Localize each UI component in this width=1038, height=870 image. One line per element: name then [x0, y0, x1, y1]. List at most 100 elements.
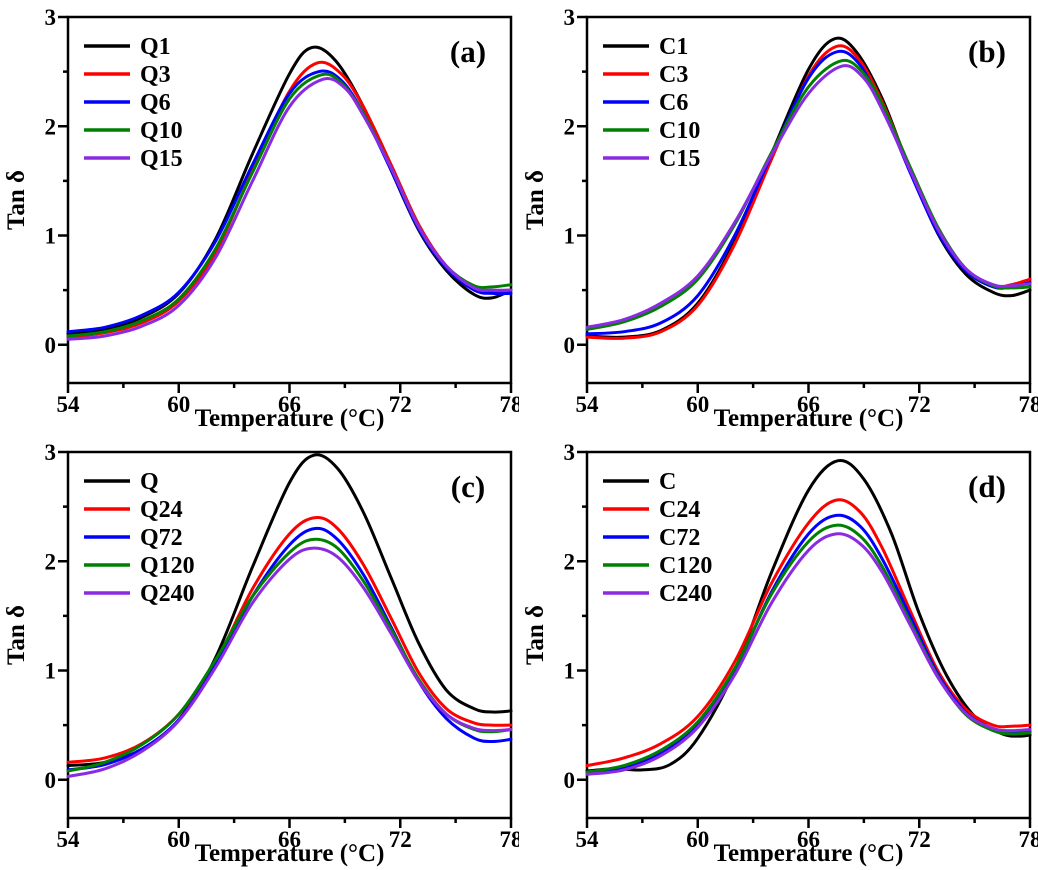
- y-tick-label: 2: [564, 114, 576, 139]
- series-C6-curve: [585, 49, 1032, 336]
- series-C1-curve: [585, 36, 1032, 339]
- legend-label: Q240: [140, 581, 195, 607]
- x-axis-title: Temperature (°C): [195, 405, 385, 432]
- series-C-curve: [585, 458, 1032, 773]
- x-tick-label: 78: [1019, 392, 1038, 417]
- plot-frame: [585, 450, 1032, 820]
- legend-item-Q3: Q3: [84, 62, 171, 88]
- x-tick-label: 54: [576, 827, 600, 852]
- legend-label: Q1: [140, 34, 171, 60]
- series-C10-curve: [585, 58, 1032, 331]
- legend-label: Q: [140, 469, 159, 495]
- series-C24-curve: [585, 498, 1032, 768]
- y-tick-label: 0: [45, 768, 57, 793]
- y-tick-label: 2: [45, 114, 57, 139]
- legend-label: C120: [659, 553, 712, 579]
- legend-item-C72: C72: [603, 525, 700, 551]
- y-axis-title: Tan δ: [3, 170, 30, 230]
- legend-label: C10: [659, 118, 700, 144]
- x-tick-label: 60: [686, 827, 709, 852]
- series-C240-curve: [585, 532, 1032, 776]
- y-tick-label: 3: [45, 5, 57, 30]
- x-axis-title: Temperature (°C): [714, 840, 904, 867]
- y-tick-label: 1: [564, 659, 576, 684]
- plot-frame: [66, 450, 513, 820]
- x-tick-label: 66: [278, 827, 301, 852]
- y-tick-label: 1: [45, 224, 57, 249]
- legend-label: Q24: [140, 497, 183, 523]
- x-tick-label: 72: [389, 392, 412, 417]
- x-tick-label: 78: [500, 392, 520, 417]
- legend-label: C72: [659, 525, 700, 551]
- legend-item-Q: Q: [84, 469, 159, 495]
- series-C72-curve: [585, 513, 1032, 775]
- x-tick-label: 66: [797, 392, 820, 417]
- legend-item-Q1: Q1: [84, 34, 171, 60]
- x-tick-label: 66: [797, 827, 820, 852]
- y-tick-label: 0: [564, 333, 576, 358]
- legend-label: C: [659, 469, 676, 495]
- legend-item-C240: C240: [603, 581, 712, 607]
- legend-label: Q3: [140, 62, 171, 88]
- y-tick-label: 3: [564, 440, 576, 465]
- y-tick-label: 2: [564, 549, 576, 574]
- legend-item-Q6: Q6: [84, 90, 171, 116]
- y-axis-title: Tan δ: [3, 605, 30, 665]
- legend-label: Q10: [140, 118, 183, 144]
- x-tick-label: 72: [908, 827, 931, 852]
- x-tick-label: 54: [57, 827, 81, 852]
- x-tick-label: 66: [278, 392, 301, 417]
- legend-label: C240: [659, 581, 712, 607]
- series-Q6-curve: [66, 69, 513, 334]
- y-tick-label: 3: [45, 440, 57, 465]
- series-Q72-curve: [66, 526, 513, 772]
- panel-letter: (b): [968, 34, 1006, 69]
- y-tick-label: 0: [564, 768, 576, 793]
- y-tick-label: 1: [564, 224, 576, 249]
- y-axis-title: Tan δ: [522, 605, 549, 665]
- legend-item-C120: C120: [603, 553, 712, 579]
- legend-item-C1: C1: [603, 34, 688, 60]
- series-Q3-curve: [66, 60, 513, 339]
- legend-label: Q6: [140, 90, 171, 116]
- x-tick-label: 72: [908, 392, 931, 417]
- legend-item-Q24: Q24: [84, 497, 183, 523]
- legend-label: C24: [659, 497, 700, 523]
- y-tick-label: 2: [45, 549, 57, 574]
- series-Q120-curve: [66, 537, 513, 773]
- legend-label: C1: [659, 34, 688, 60]
- series-Q10-curve: [66, 72, 513, 338]
- legend-label: C3: [659, 62, 688, 88]
- x-axis-title: Temperature (°C): [714, 405, 904, 432]
- x-tick-label: 78: [1019, 827, 1038, 852]
- legend-item-C15: C15: [603, 146, 700, 172]
- legend-label: Q120: [140, 553, 195, 579]
- panel-letter: (c): [451, 469, 485, 504]
- legend-item-Q10: Q10: [84, 118, 183, 144]
- series-C3-curve: [585, 44, 1032, 340]
- legend-item-C24: C24: [603, 497, 700, 523]
- legend-item-Q72: Q72: [84, 525, 183, 551]
- panel-letter: (a): [450, 34, 486, 69]
- x-tick-label: 54: [576, 392, 600, 417]
- legend-item-Q15: Q15: [84, 146, 183, 172]
- x-tick-label: 72: [389, 827, 412, 852]
- x-tick-label: 60: [686, 392, 709, 417]
- legend-item-C10: C10: [603, 118, 700, 144]
- x-tick-label: 78: [500, 827, 520, 852]
- y-tick-label: 3: [564, 5, 576, 30]
- x-tick-label: 54: [57, 392, 81, 417]
- series-Q240-curve: [66, 546, 513, 778]
- legend-item-Q240: Q240: [84, 581, 195, 607]
- x-tick-label: 60: [167, 827, 190, 852]
- legend-item-C: C: [603, 469, 676, 495]
- x-axis-title: Temperature (°C): [195, 840, 385, 867]
- legend-label: Q72: [140, 525, 183, 551]
- legend-label: C6: [659, 90, 688, 116]
- legend-label: C15: [659, 146, 700, 172]
